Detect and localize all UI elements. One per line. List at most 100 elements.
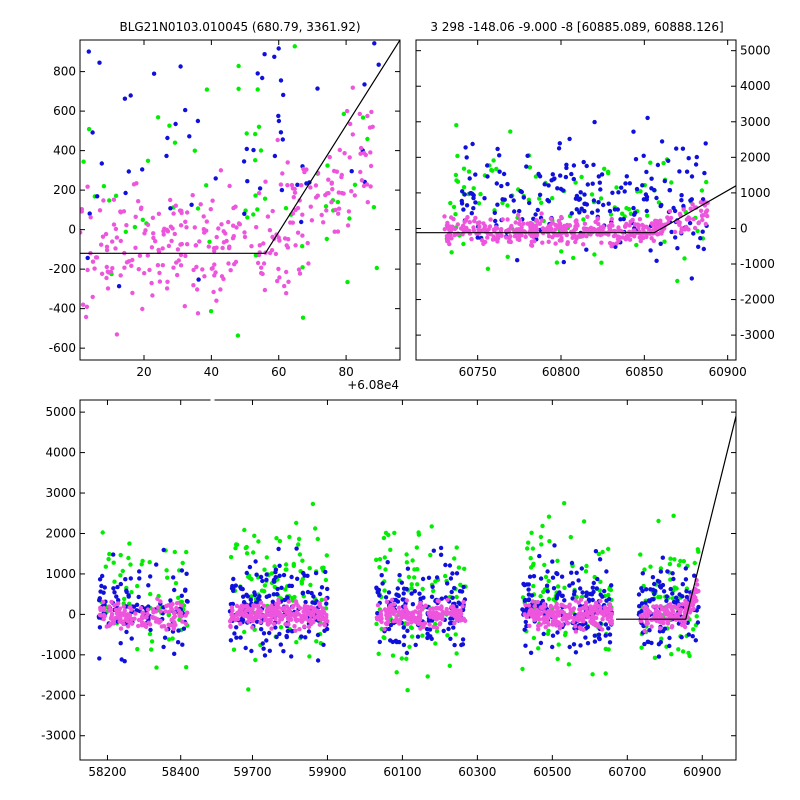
tr-point-pink	[467, 231, 473, 236]
bottom-point-blue	[529, 593, 535, 598]
tr-point-blue	[485, 174, 490, 179]
bottom-point-pink	[291, 603, 296, 608]
bottom-point-pink	[463, 618, 468, 623]
bottom-point-pink	[271, 621, 277, 627]
bottom-point-pink	[399, 611, 404, 616]
bottom-point-pink	[645, 621, 650, 626]
bottom-point-green	[381, 535, 387, 541]
bottom-point-pink	[321, 621, 327, 627]
tr-point-pink	[575, 222, 580, 227]
tr-point-pink	[688, 206, 693, 211]
bottom-point-pink	[302, 603, 308, 609]
tr-point-blue	[631, 129, 636, 134]
bottom-point-pink	[573, 624, 578, 629]
tl-point-pink	[171, 265, 176, 270]
bottom-point-green	[590, 672, 595, 677]
bottom-point-blue	[554, 571, 559, 576]
bottom-point-blue	[664, 598, 669, 603]
bottom-point-blue	[447, 563, 453, 568]
tl-point-pink	[156, 211, 162, 216]
bottom-point-blue	[161, 644, 166, 650]
tr-point-blue	[459, 198, 464, 204]
bottom-point-green	[244, 544, 249, 550]
bottom-point-blue	[602, 588, 607, 594]
bottom-point-blue	[684, 589, 689, 594]
bottom-point-pink	[530, 599, 536, 604]
tr-point-green	[628, 211, 634, 216]
tl-point-pink	[273, 251, 279, 257]
tr-point-pink	[630, 218, 635, 223]
tl-point-pink	[267, 250, 273, 256]
tl-point-pink	[133, 214, 138, 219]
tl-point-pink	[329, 200, 334, 205]
bottom-point-blue	[587, 591, 593, 597]
tl-point-pink	[226, 219, 231, 225]
tl-point-pink	[195, 311, 201, 316]
bottom-point-blue	[531, 574, 537, 579]
tl-point-pink	[113, 226, 119, 232]
tr-point-blue	[641, 153, 646, 158]
bottom-point-pink	[677, 607, 682, 612]
tr-point-pink	[623, 224, 628, 229]
bottom-point-green	[445, 633, 450, 638]
bottom-ytick-label: 1000	[45, 567, 76, 581]
tl-point-pink	[198, 202, 203, 207]
tr-point-blue	[584, 163, 589, 169]
bottom-point-green	[118, 552, 123, 558]
tr-point-pink	[582, 221, 588, 226]
tr-point-pink	[609, 216, 614, 222]
bottom-point-blue	[285, 628, 291, 634]
bottom-point-blue	[594, 586, 599, 591]
bottom-point-blue	[305, 573, 310, 578]
bottom-point-pink	[447, 611, 452, 616]
tl-point-pink	[357, 111, 362, 117]
bottom-point-blue	[230, 601, 236, 607]
tr-point-pink	[703, 209, 709, 215]
bottom-point-blue	[253, 559, 258, 564]
tl-point-pink	[330, 187, 335, 192]
bottom-point-pink	[591, 621, 597, 626]
bottom-point-green	[458, 582, 463, 587]
bottom-point-blue	[124, 589, 129, 595]
bottom-point-green	[434, 629, 440, 634]
bottom-point-green	[149, 639, 155, 644]
tl-point-green	[335, 199, 341, 205]
bottom-point-green	[416, 530, 421, 535]
bottom-point-blue	[386, 590, 392, 595]
bottom-ytick-label: -2000	[41, 688, 76, 702]
bottom-point-pink	[127, 613, 133, 618]
tl-point-green	[204, 183, 209, 188]
bottom-point-blue	[410, 602, 416, 607]
bottom-point-green	[283, 587, 288, 592]
bottom-point-blue	[522, 598, 527, 603]
tr-point-green	[634, 242, 639, 248]
bottom-point-green	[118, 573, 123, 578]
tl-point-pink	[161, 232, 166, 237]
bottom-point-pink	[438, 621, 443, 626]
tr-point-blue	[701, 246, 706, 252]
bottom-point-green	[538, 594, 543, 599]
bottom-point-pink	[642, 611, 647, 616]
tl-point-blue	[97, 60, 102, 65]
bottom-point-green	[394, 670, 399, 675]
tl-point-green	[132, 224, 138, 230]
tl-xtick-label: 60	[271, 365, 286, 379]
tl-point-pink	[85, 267, 90, 273]
bottom-point-green	[447, 663, 452, 668]
bottom-point-blue	[303, 635, 308, 640]
bottom-point-pink	[567, 613, 572, 619]
bottom-point-pink	[269, 603, 274, 608]
bottom-point-blue	[238, 635, 243, 640]
bottom-point-green	[420, 633, 425, 638]
bottom-point-green	[390, 653, 396, 658]
tr-point-blue	[563, 174, 569, 180]
tr-point-blue	[634, 186, 640, 192]
tr-xtick-label: 60850	[625, 365, 663, 379]
tl-point-blue	[183, 107, 188, 113]
bottom-point-pink	[413, 609, 418, 614]
tr-point-blue	[560, 188, 566, 193]
tr-point-pink	[681, 207, 686, 212]
tr-point-pink	[687, 216, 692, 222]
bottom-point-pink	[119, 611, 124, 616]
